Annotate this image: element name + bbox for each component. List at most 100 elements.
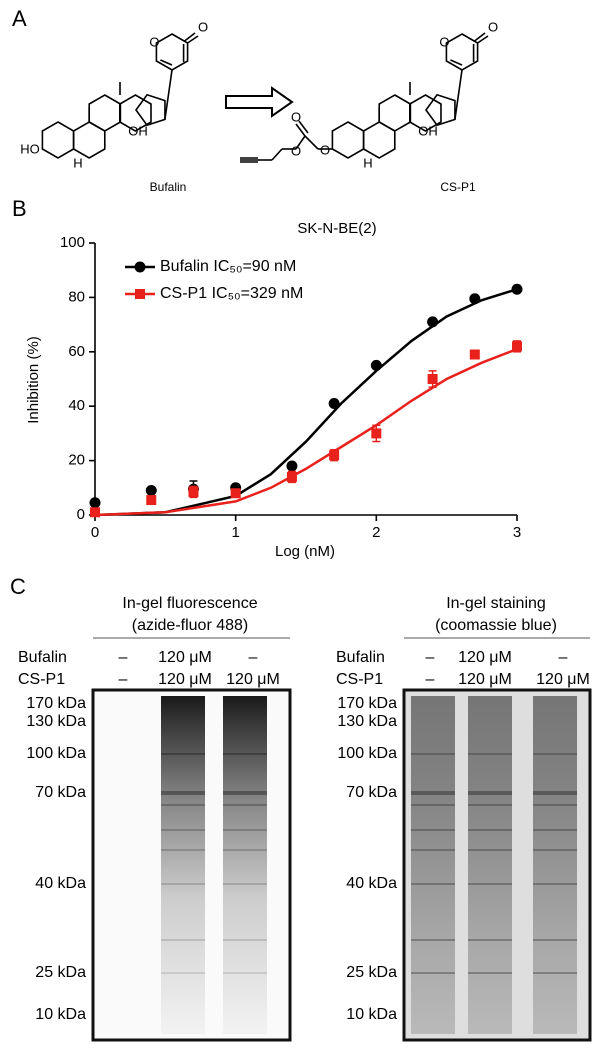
panel-label: B xyxy=(12,196,27,221)
marker-label: 40 kDa xyxy=(35,875,86,892)
marker-label: 70 kDa xyxy=(346,784,397,801)
y-axis-label: Inhibition (%) xyxy=(25,336,42,424)
data-point xyxy=(145,485,157,497)
data-point xyxy=(286,460,298,472)
y-tick-label: 0 xyxy=(77,506,85,523)
legend-marker xyxy=(134,261,146,273)
bond xyxy=(295,135,306,150)
ring-bond xyxy=(425,93,456,127)
data-point xyxy=(230,488,241,499)
atom-label: O xyxy=(149,34,159,49)
marker-label: 70 kDa xyxy=(35,784,86,801)
atom-label: H xyxy=(73,155,82,170)
bond xyxy=(450,59,463,66)
marker-label: 10 kDa xyxy=(346,1006,397,1023)
atom-label: O xyxy=(439,34,449,49)
bond xyxy=(187,35,199,44)
y-tick-label: 20 xyxy=(68,452,85,469)
data-point xyxy=(427,374,438,384)
y-tick-label: 60 xyxy=(68,343,85,360)
y-tick-label: 100 xyxy=(60,234,85,251)
gel-lane xyxy=(468,696,512,1034)
marker-label: 170 kDa xyxy=(26,695,86,712)
gel-lane xyxy=(411,696,455,1034)
bond xyxy=(271,148,283,161)
ring-bond xyxy=(88,94,122,132)
atom-label: O xyxy=(320,142,330,157)
atom-label: O xyxy=(291,143,301,158)
data-point xyxy=(89,497,101,509)
atom-label: O xyxy=(198,19,208,34)
data-point xyxy=(146,495,157,506)
lane-label: 120 μM xyxy=(158,649,212,666)
y-tick-label: 40 xyxy=(68,397,85,414)
data-point xyxy=(371,428,382,439)
bond xyxy=(295,123,306,137)
gel-lane xyxy=(533,696,577,1034)
data-point xyxy=(427,316,439,328)
lane-label: – xyxy=(119,649,128,666)
marker-label: 170 kDa xyxy=(337,695,397,712)
lane-label: – xyxy=(426,649,435,666)
legend-label: Bufalin IC₅₀=90 nM xyxy=(160,258,296,275)
fit-curve xyxy=(94,347,518,517)
row-label: Bufalin xyxy=(336,649,385,666)
bond xyxy=(184,32,196,42)
x-tick-label: 1 xyxy=(231,524,239,541)
marker-label: 130 kDa xyxy=(26,713,86,730)
atom-label: H xyxy=(363,155,372,170)
marker-label: 100 kDa xyxy=(337,745,397,762)
marker-label: 25 kDa xyxy=(35,964,86,981)
atom-label: OH xyxy=(418,123,438,138)
lane-label: 120 μM xyxy=(458,649,512,666)
data-point xyxy=(286,471,297,482)
gel-subtitle: (coomassie blue) xyxy=(435,617,557,634)
marker-label: 10 kDa xyxy=(35,1006,86,1023)
row-label: CS-P1 xyxy=(18,671,65,688)
data-point xyxy=(90,507,100,518)
row-label: CS-P1 xyxy=(336,671,383,688)
gel-lane xyxy=(161,696,205,1034)
ring-bond xyxy=(378,94,412,132)
lane-label: 120 μM xyxy=(226,671,280,688)
lane-label: 120 μM xyxy=(536,671,590,688)
data-point xyxy=(188,486,199,497)
ring-bond xyxy=(331,121,365,159)
ring-bond xyxy=(41,121,75,159)
lane-label: 120 μM xyxy=(158,671,212,688)
bond xyxy=(477,35,489,44)
gel-subtitle: (azide-fluor 488) xyxy=(132,617,249,634)
x-axis-label: Log (nM) xyxy=(275,543,335,560)
lane-label: – xyxy=(119,671,128,688)
bond xyxy=(304,135,319,150)
ring-bond xyxy=(135,93,166,127)
compound-name: CS-P1 xyxy=(440,180,476,194)
atom-label: O xyxy=(291,109,301,124)
compound-name: Bufalin xyxy=(150,180,187,194)
data-point xyxy=(511,283,523,295)
data-point xyxy=(512,341,522,352)
bond xyxy=(474,32,486,42)
legend-label: CS-P1 IC₅₀=329 nM xyxy=(160,285,303,302)
reaction-arrow xyxy=(225,86,294,118)
x-tick-label: 2 xyxy=(372,524,380,541)
panel-label: A xyxy=(12,6,27,31)
marker-label: 100 kDa xyxy=(26,745,86,762)
fit-curve xyxy=(94,288,518,517)
lane-label: – xyxy=(559,649,568,666)
x-tick-label: 0 xyxy=(91,524,99,541)
marker-label: 25 kDa xyxy=(346,964,397,981)
gel-title: In-gel fluorescence xyxy=(122,595,257,612)
data-point xyxy=(469,293,481,305)
bond xyxy=(164,69,173,120)
row-label: Bufalin xyxy=(18,649,67,666)
lane-label: 120 μM xyxy=(458,671,512,688)
atom-label: O xyxy=(488,19,498,34)
atom-label: HO xyxy=(20,141,40,156)
data-point xyxy=(370,359,382,371)
bond xyxy=(454,69,463,120)
ring-bond xyxy=(119,94,152,132)
data-point xyxy=(329,450,340,461)
bond xyxy=(298,120,309,134)
